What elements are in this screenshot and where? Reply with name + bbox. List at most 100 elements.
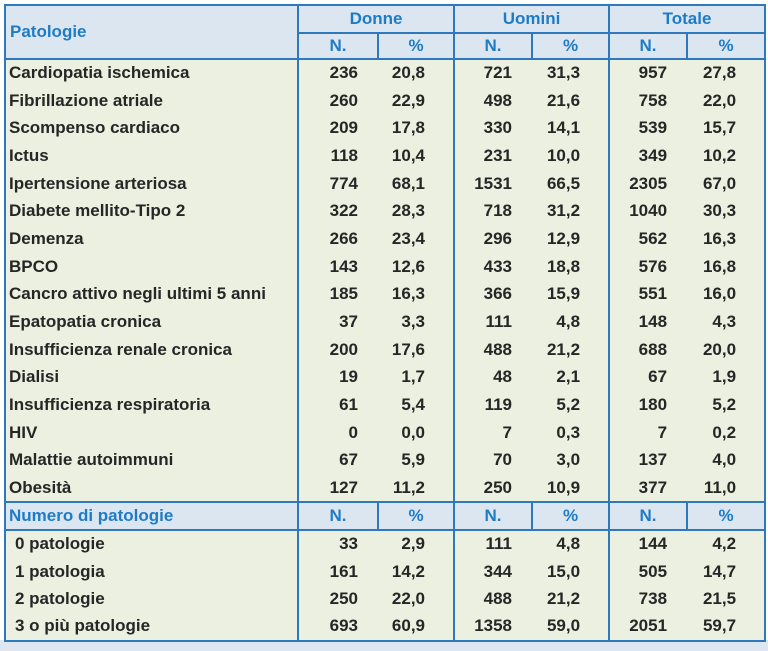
- table-row: Dialisi 19 1,7 48 2,1 67 1,9: [5, 363, 765, 392]
- row-label: Ictus: [5, 142, 299, 170]
- cell-totale-pct: 11,0: [703, 477, 737, 497]
- section-subheader-n-totale: N.: [608, 501, 689, 531]
- cell-uomini-n: 330: [483, 118, 513, 138]
- section-subheader-pct-donne: %: [376, 501, 456, 531]
- cell-uomini-n: 296: [483, 228, 513, 248]
- cell-donne-n: 774: [329, 173, 358, 193]
- table-row: Obesità 127 11,2 250 10,9 377 11,0: [5, 474, 765, 502]
- cell-donne-pct: 1,7: [378, 363, 456, 392]
- cell-totale-pct: 21,5: [702, 589, 737, 609]
- row-label: 0 patologie: [5, 530, 299, 558]
- cell-uomini-pct: 4,8: [532, 530, 611, 558]
- cell-donne-pct: 60,9: [378, 613, 456, 641]
- table-row: Insufficienza renale cronica 200 17,6 488 21…: [5, 335, 765, 364]
- cell-totale-n: 738: [638, 589, 668, 609]
- cell-donne-n: 209: [329, 118, 358, 138]
- cell-totale-n: 67: [648, 367, 668, 387]
- cell-totale-n: 505: [638, 561, 668, 581]
- cell-uomini-pct: 4,8: [532, 308, 611, 336]
- subheader-n-totale: N.: [608, 32, 689, 60]
- cell-uomini-pct: 3,0: [532, 446, 611, 475]
- cell-donne-pct: 16,3: [378, 280, 456, 309]
- cell-totale-n: 377: [638, 477, 668, 497]
- cell-uomini-pct: 5,2: [532, 391, 611, 419]
- cell-donne-n: 0: [348, 422, 358, 442]
- cell-uomini-pct: 21,2: [532, 585, 611, 614]
- section-subheader-pct-uomini: %: [531, 501, 611, 531]
- row-label: Insufficienza renale cronica: [5, 335, 299, 364]
- row-label: Demenza: [5, 225, 299, 253]
- cell-totale-pct: 4,0: [712, 450, 737, 470]
- cell-donne-n: 236: [329, 63, 358, 83]
- row-label: 3 o più patologie: [5, 613, 299, 641]
- column-group-uomini: Uomini: [453, 4, 611, 34]
- cell-uomini-n: 111: [485, 312, 513, 332]
- cell-uomini-pct: 15,9: [532, 280, 611, 309]
- table-row: Fibrillazione atriale 260 22,9 498 21,6 758 22…: [5, 86, 765, 115]
- cell-donne-pct: 17,6: [378, 335, 456, 364]
- cell-totale-n: 957: [638, 63, 668, 83]
- cell-totale-n: 148: [638, 312, 668, 332]
- cell-uomini-pct: 12,9: [532, 225, 611, 253]
- cell-totale-pct: 20,0: [702, 339, 737, 359]
- column-group-donne: Donne: [296, 4, 456, 34]
- cell-uomini-n: 344: [483, 561, 513, 581]
- table-row: Diabete mellito-Tipo 2 322 28,3 718 31,2 1040…: [5, 197, 765, 226]
- cell-totale-n: 539: [638, 118, 668, 138]
- cell-uomini-n: 721: [483, 63, 513, 83]
- cell-donne-n: 260: [329, 90, 358, 110]
- row-label: Obesità: [5, 474, 299, 502]
- subheader-pct-uomini: %: [531, 32, 611, 60]
- table-row: 2 patologie 250 22,0 488 21,2 738 21,5: [5, 585, 765, 614]
- cell-donne-n: 118: [330, 145, 358, 165]
- cell-totale-pct: 59,7: [702, 616, 737, 636]
- section-header-label: Numero di patologie: [4, 501, 299, 531]
- cell-uomini-n: 7: [502, 422, 513, 442]
- cell-totale-n: 1040: [629, 201, 668, 221]
- table-row: Epatopatia cronica 37 3,3 111 4,8 148 4,3: [5, 308, 765, 336]
- cell-donne-n: 693: [329, 616, 358, 636]
- cell-totale-n: 688: [638, 339, 668, 359]
- cell-uomini-pct: 18,8: [532, 252, 611, 281]
- pathology-statistics-table: Patologie Donne Uomini Totale N.% N.% N.% Card…: [4, 4, 767, 642]
- cell-totale-pct: 16,8: [702, 256, 737, 276]
- row-label: HIV: [5, 418, 299, 447]
- cell-donne-n: 200: [329, 339, 358, 359]
- cell-uomini-pct: 14,1: [532, 114, 611, 143]
- table-row: 1 patologia 161 14,2 344 15,0 505 14,7: [5, 557, 765, 586]
- cell-donne-pct: 5,4: [378, 391, 456, 419]
- cell-donne-pct: 0,0: [378, 418, 456, 447]
- table-row: HIV 0 0,0 7 0,3 7 0,2: [5, 418, 765, 447]
- cell-donne-n: 250: [329, 589, 358, 609]
- cell-donne-pct: 12,6: [378, 252, 456, 281]
- cell-donne-n: 61: [339, 395, 358, 415]
- cell-donne-n: 67: [339, 450, 358, 470]
- cell-donne-pct: 22,9: [378, 86, 456, 115]
- cell-totale-n: 180: [638, 395, 668, 415]
- section-subheader-pct-totale: %: [686, 501, 767, 531]
- table-row: 0 patologie 33 2,9 111 4,8 144 4,2: [5, 530, 765, 558]
- column-header-patologie: Patologie: [4, 4, 299, 60]
- cell-totale-pct: 4,3: [712, 312, 737, 332]
- table-row: BPCO 143 12,6 433 18,8 576 16,8: [5, 252, 765, 281]
- cell-donne-pct: 2,9: [378, 530, 456, 558]
- subheader-n-donne: N.: [297, 32, 379, 60]
- cell-donne-n: 322: [329, 201, 358, 221]
- cell-donne-pct: 11,2: [378, 474, 456, 502]
- cell-uomini-n: 231: [483, 145, 513, 165]
- cell-totale-pct: 67,0: [702, 173, 737, 193]
- cell-totale-pct: 15,7: [702, 118, 737, 138]
- row-label: 1 patologia: [5, 557, 299, 586]
- cell-uomini-pct: 21,6: [532, 86, 611, 115]
- table-row: 3 o più patologie 693 60,9 1358 59,0 2051 59,7: [5, 613, 765, 641]
- cell-donne-n: 185: [329, 284, 358, 304]
- cell-totale-pct: 27,8: [702, 63, 737, 83]
- table-row: Cancro attivo negli ultimi 5 anni 185 16,3…: [5, 280, 765, 309]
- cell-totale-pct: 16,3: [702, 228, 737, 248]
- cell-totale-n: 2051: [629, 616, 668, 636]
- row-label: Fibrillazione atriale: [5, 86, 299, 115]
- cell-donne-n: 143: [329, 256, 358, 276]
- row-label: 2 patologie: [5, 585, 299, 614]
- table-row: Insufficienza respiratoria 61 5,4 119 5,2 180…: [5, 391, 765, 419]
- cell-totale-n: 2305: [629, 173, 668, 193]
